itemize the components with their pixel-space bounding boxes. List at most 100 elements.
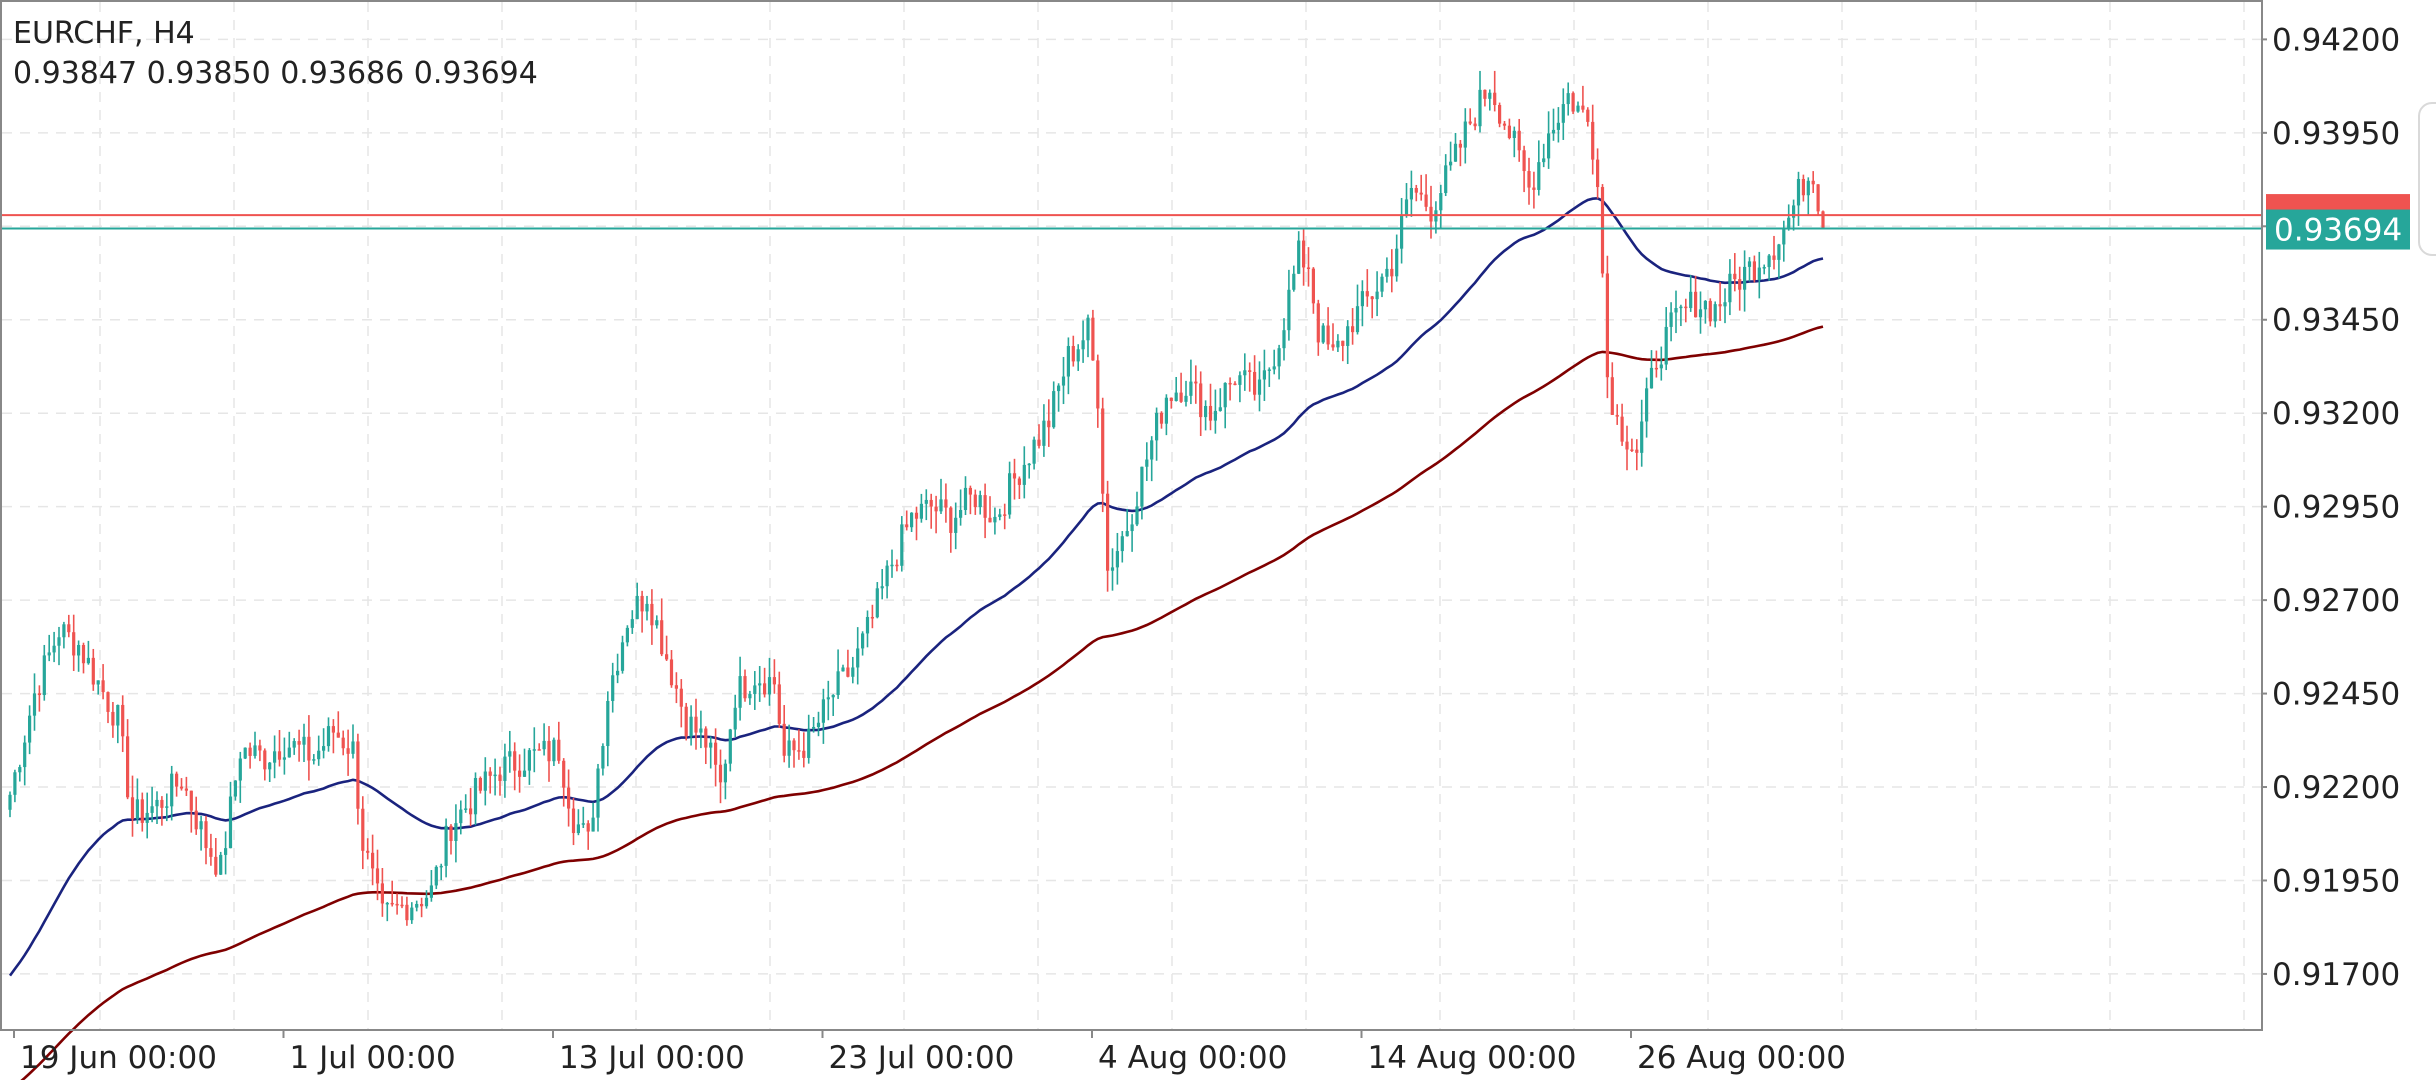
candle xyxy=(238,751,242,803)
candle xyxy=(454,804,458,863)
candle xyxy=(910,512,914,533)
candle xyxy=(1257,361,1262,412)
candle xyxy=(1400,197,1404,264)
candle xyxy=(1081,320,1085,363)
candle xyxy=(1517,118,1521,162)
side-panel-handle[interactable] xyxy=(2418,102,2436,256)
candle xyxy=(170,765,174,821)
candle xyxy=(1370,296,1374,319)
candle xyxy=(1532,171,1536,209)
candle xyxy=(890,549,894,578)
candle xyxy=(77,640,81,672)
candle xyxy=(1351,308,1355,345)
candle xyxy=(57,626,61,666)
candle xyxy=(145,792,149,839)
candle xyxy=(885,560,889,599)
candle xyxy=(596,763,600,832)
candle xyxy=(851,656,855,684)
price-axis[interactable]: 0.942000.939500.937000.934500.932000.929… xyxy=(2261,22,2400,993)
candle xyxy=(1635,439,1639,471)
candle xyxy=(1179,372,1183,403)
candle xyxy=(439,863,443,881)
candle xyxy=(1096,354,1100,428)
candle xyxy=(341,730,345,756)
candle xyxy=(1453,132,1458,162)
candle xyxy=(1620,403,1624,446)
candle xyxy=(1253,355,1257,401)
candle xyxy=(400,896,404,909)
candle xyxy=(630,610,634,634)
candle xyxy=(723,759,727,800)
candle xyxy=(998,508,1002,521)
candle xyxy=(1140,466,1144,520)
candle xyxy=(1698,291,1703,334)
candle xyxy=(1757,251,1761,299)
candle xyxy=(522,748,527,777)
candle xyxy=(650,589,654,645)
candle xyxy=(870,604,874,629)
candle xyxy=(1297,231,1301,275)
candle xyxy=(1164,394,1168,436)
candle xyxy=(1150,436,1154,482)
candle xyxy=(571,797,576,846)
candle xyxy=(277,730,282,767)
candle xyxy=(351,724,355,759)
candle xyxy=(606,691,610,767)
candle xyxy=(1012,458,1017,500)
candle xyxy=(1331,323,1335,351)
candle xyxy=(282,737,286,775)
candle xyxy=(616,653,620,684)
candle xyxy=(772,659,776,694)
candle xyxy=(1057,383,1061,412)
candle xyxy=(204,815,208,865)
candle xyxy=(1439,184,1443,229)
time-axis[interactable]: 19 Jun 00:00 1 Jul 00:00 13 Jul 00:00 23 Ju… xyxy=(13,1030,1846,1076)
candle xyxy=(1468,108,1472,126)
candle xyxy=(473,772,478,826)
candle xyxy=(1669,302,1673,342)
candle xyxy=(816,711,821,737)
candle xyxy=(258,739,262,762)
candle xyxy=(1600,184,1605,278)
candle xyxy=(1395,234,1399,282)
candle xyxy=(1733,253,1737,292)
ohlc-readout: 0.93847 0.93850 0.93686 0.93694 xyxy=(13,56,538,91)
candle xyxy=(1199,371,1203,437)
candle xyxy=(1204,400,1208,431)
candle xyxy=(13,769,17,803)
candle xyxy=(1052,381,1056,429)
candle xyxy=(1380,273,1384,298)
candle xyxy=(336,711,340,738)
candle xyxy=(826,680,830,721)
candle xyxy=(297,729,301,762)
candle xyxy=(728,728,732,772)
candle xyxy=(1282,318,1286,361)
candle xyxy=(1419,174,1423,201)
candle xyxy=(640,590,644,633)
candle xyxy=(1551,108,1556,141)
candle xyxy=(1076,344,1080,371)
candle xyxy=(385,901,389,922)
candle xyxy=(694,698,698,750)
candle xyxy=(1463,108,1467,164)
candle xyxy=(233,780,237,801)
candle xyxy=(1615,404,1619,425)
price-lines xyxy=(2,214,2261,230)
candle xyxy=(23,735,27,786)
candle xyxy=(1537,140,1541,196)
price-badges: 0.93694 xyxy=(2266,194,2410,250)
candle xyxy=(841,664,845,672)
candle xyxy=(562,758,566,807)
candle xyxy=(1444,154,1448,197)
candle xyxy=(635,582,639,620)
candle xyxy=(366,838,370,860)
candle xyxy=(1424,174,1428,212)
candle xyxy=(1684,298,1688,323)
candle xyxy=(498,766,502,796)
candle xyxy=(939,478,943,514)
candle xyxy=(1640,399,1644,467)
candle xyxy=(424,890,429,909)
candle xyxy=(679,679,683,728)
candle xyxy=(513,742,517,791)
